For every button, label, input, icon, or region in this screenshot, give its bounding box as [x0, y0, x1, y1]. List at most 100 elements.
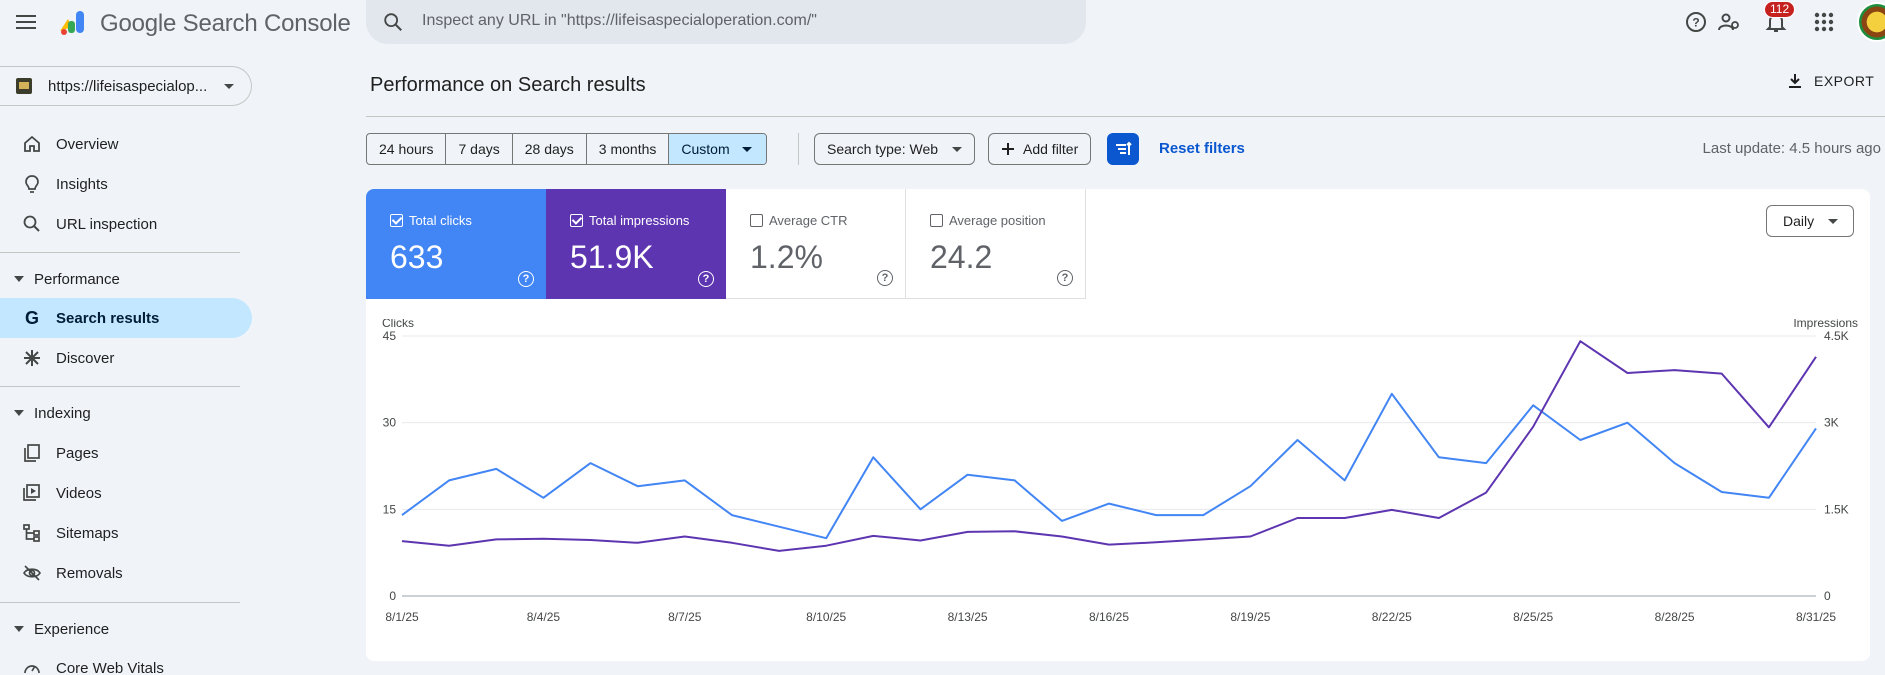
- left-tick-label: 30: [383, 416, 397, 430]
- help-icon[interactable]: ?: [698, 271, 714, 287]
- property-favicon: [16, 78, 32, 94]
- range-custom[interactable]: Custom: [669, 134, 766, 164]
- sidebar-item-label: Insights: [56, 175, 108, 193]
- checkbox-icon[interactable]: [750, 214, 763, 227]
- search-console-logo: [60, 11, 84, 35]
- page-title: Performance on Search results: [370, 74, 646, 96]
- metric-total-clicks[interactable]: Total clicks 633 ?: [366, 189, 546, 299]
- sidebar-item-pages[interactable]: Pages: [0, 433, 252, 473]
- help-icon[interactable]: ?: [877, 270, 893, 286]
- removals-icon: [22, 563, 42, 583]
- checkbox-icon[interactable]: [930, 214, 943, 227]
- date-range-selector: 24 hours 7 days 28 days 3 months Custom: [366, 133, 767, 165]
- filter-separator: [798, 133, 799, 165]
- last-update-text: Last update: 4.5 hours ago: [1702, 140, 1881, 157]
- granularity-label: Daily: [1783, 213, 1815, 229]
- chevron-down-icon: [741, 146, 752, 152]
- checkbox-icon[interactable]: [390, 214, 403, 227]
- caret-down-icon: [14, 626, 24, 632]
- asterisk-icon: [22, 348, 42, 368]
- add-filter-button[interactable]: Add filter: [988, 133, 1092, 165]
- chevron-down-icon: [224, 83, 234, 89]
- search-icon: [22, 214, 42, 234]
- help-icon[interactable]: ?: [518, 271, 534, 287]
- search-icon[interactable]: [382, 11, 404, 33]
- sidebar-item-search-results[interactable]: G Search results: [0, 298, 252, 338]
- x-tick-label: 8/4/25: [527, 610, 561, 624]
- help-icon[interactable]: ?: [1682, 8, 1710, 36]
- plus-icon: [1002, 143, 1014, 155]
- range-3-months[interactable]: 3 months: [587, 134, 670, 164]
- sidebar-item-url-inspection[interactable]: URL inspection: [0, 204, 252, 244]
- sidebar-item-label: URL inspection: [56, 215, 158, 233]
- metric-value: 1.2%: [750, 239, 823, 275]
- series-line-clicks: [401, 392, 1817, 540]
- left-axis-title: Clicks: [382, 319, 414, 330]
- performance-card: Total clicks 633 ? Total impressions 51.…: [366, 189, 1870, 661]
- x-tick-label: 8/7/25: [668, 610, 702, 624]
- sidebar-item-sitemaps[interactable]: Sitemaps: [0, 513, 252, 553]
- sidebar-item-core-web-vitals[interactable]: Core Web Vitals: [0, 648, 252, 675]
- lightbulb-icon: [22, 174, 42, 194]
- url-inspect-bar: [366, 0, 1086, 44]
- metric-label: Average CTR: [769, 213, 848, 228]
- url-inspect-input[interactable]: [422, 8, 1062, 34]
- sidebar-item-label: Pages: [56, 444, 99, 462]
- sidebar-item-videos[interactable]: Videos: [0, 473, 252, 513]
- export-label: EXPORT: [1814, 73, 1875, 89]
- help-icon[interactable]: ?: [1057, 270, 1073, 286]
- download-icon: [1789, 74, 1801, 88]
- menu-icon[interactable]: [12, 8, 40, 36]
- filter-options-button[interactable]: [1107, 133, 1139, 165]
- x-tick-label: 8/19/25: [1230, 610, 1270, 624]
- section-title: Indexing: [34, 404, 91, 422]
- sidebar-item-label: Sitemaps: [56, 524, 119, 542]
- manage-users-icon[interactable]: [1715, 8, 1743, 36]
- top-bar: Google Search Console ? 112: [0, 0, 1885, 44]
- range-24-hours[interactable]: 24 hours: [367, 134, 447, 164]
- search-type-filter[interactable]: Search type: Web: [814, 133, 976, 165]
- sidebar-section-indexing[interactable]: Indexing: [0, 398, 252, 428]
- sidebar-section-experience[interactable]: Experience: [0, 614, 252, 644]
- gauge-icon: [22, 658, 42, 675]
- sidebar-item-removals[interactable]: Removals: [0, 553, 252, 593]
- sidebar-item-insights[interactable]: Insights: [0, 164, 252, 204]
- metric-value: 24.2: [930, 239, 993, 275]
- metric-label: Total clicks: [409, 213, 472, 228]
- google-g-icon: G: [22, 308, 42, 328]
- metric-value: 633: [390, 239, 444, 275]
- sidebar-item-overview[interactable]: Overview: [0, 124, 252, 164]
- video-icon: [22, 483, 42, 503]
- checkbox-icon[interactable]: [570, 214, 583, 227]
- x-tick-label: 8/1/25: [385, 610, 419, 624]
- metric-average-position[interactable]: Average position 24.2 ?: [906, 189, 1086, 299]
- metric-average-ctr[interactable]: Average CTR 1.2% ?: [726, 189, 906, 299]
- property-selector[interactable]: https://lifeisaspecialop...: [0, 66, 252, 106]
- account-avatar[interactable]: [1857, 2, 1885, 42]
- x-tick-label: 8/31/25: [1796, 610, 1836, 624]
- add-filter-label: Add filter: [1023, 141, 1079, 157]
- apps-grid-icon[interactable]: [1810, 8, 1838, 36]
- granularity-dropdown[interactable]: Daily: [1766, 205, 1854, 237]
- chevron-down-icon: [952, 146, 963, 152]
- right-tick-label: 0: [1824, 589, 1831, 603]
- sidebar-section-performance[interactable]: Performance: [0, 264, 252, 294]
- x-tick-label: 8/13/25: [948, 610, 988, 624]
- section-title: Experience: [34, 620, 110, 638]
- export-button[interactable]: EXPORT: [1786, 72, 1874, 90]
- sidebar-item-discover[interactable]: Discover: [0, 338, 252, 378]
- left-tick-label: 0: [389, 589, 396, 603]
- right-tick-label: 4.5K: [1824, 329, 1849, 343]
- x-tick-label: 8/22/25: [1372, 610, 1412, 624]
- left-tick-label: 45: [383, 329, 397, 343]
- sidebar-item-label: Videos: [56, 484, 102, 502]
- range-7-days[interactable]: 7 days: [446, 134, 513, 164]
- sidebar-item-label: Removals: [56, 564, 123, 582]
- sidebar-item-label: Search results: [56, 309, 160, 327]
- reset-filters-link[interactable]: Reset filters: [1159, 140, 1245, 157]
- range-28-days[interactable]: 28 days: [513, 134, 587, 164]
- svg-text:?: ?: [1692, 16, 1699, 30]
- right-tick-label: 1.5K: [1824, 502, 1849, 516]
- metric-total-impressions[interactable]: Total impressions 51.9K ?: [546, 189, 726, 299]
- sidebar-item-label: Core Web Vitals: [56, 659, 164, 675]
